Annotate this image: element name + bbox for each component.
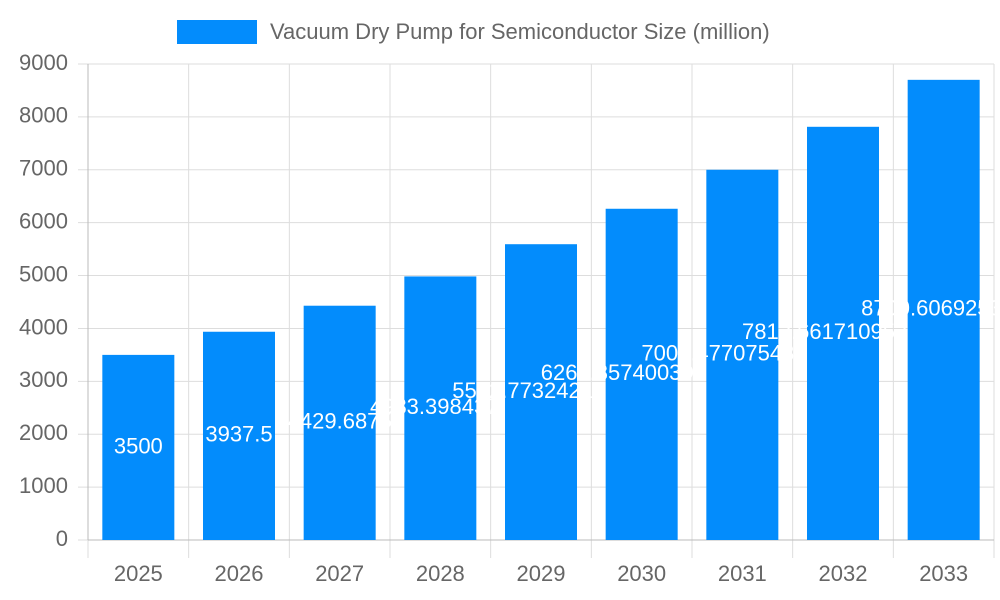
value-label: 5592.7732421875 <box>452 378 629 403</box>
value-label: 3937.5 <box>205 422 272 447</box>
y-tick-label: 7000 <box>19 156 68 181</box>
value-label: 4983.3984375 <box>370 394 511 419</box>
value-label: 4429.6875 <box>288 409 392 434</box>
y-tick-label: 2000 <box>19 420 68 445</box>
bar <box>505 244 577 540</box>
x-tick-label: 2027 <box>315 561 364 586</box>
y-tick-label: 8000 <box>19 103 68 128</box>
x-tick-label: 2028 <box>416 561 465 586</box>
bar <box>102 354 175 540</box>
bar <box>203 331 275 540</box>
x-tick-label: 2030 <box>617 561 666 586</box>
x-tick-label: 2032 <box>819 561 868 586</box>
x-tick-label: 2033 <box>919 561 968 586</box>
x-tick-label: 2029 <box>517 561 566 586</box>
bar <box>907 79 980 540</box>
bar <box>404 276 477 540</box>
value-label: 8700.606925354 <box>861 296 1000 321</box>
y-tick-label: 6000 <box>19 208 68 233</box>
x-tick-label: 2025 <box>114 561 163 586</box>
y-tick-label: 5000 <box>19 261 68 286</box>
x-tick-label: 2031 <box>718 561 767 586</box>
y-tick-label: 9000 <box>19 50 68 75</box>
legend-swatch <box>177 20 257 44</box>
legend-label: Vacuum Dry Pump for Semiconductor Size (… <box>270 19 770 44</box>
y-tick-label: 0 <box>56 526 68 551</box>
value-label: 3500 <box>114 433 163 458</box>
bar <box>303 305 376 540</box>
bar <box>807 126 879 541</box>
y-tick-label: 3000 <box>19 367 68 392</box>
bar <box>605 208 678 540</box>
y-tick-label: 1000 <box>19 473 68 498</box>
y-tick-label: 4000 <box>19 314 68 339</box>
bar <box>706 169 779 540</box>
x-tick-label: 2026 <box>215 561 264 586</box>
